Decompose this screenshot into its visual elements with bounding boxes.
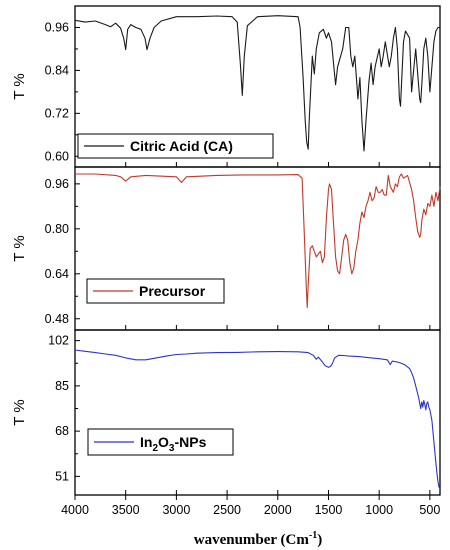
legend-label-part: In: [140, 434, 152, 450]
y-tick-label: 0.72: [45, 106, 69, 120]
panel-3: 102 85 68 51 T % In2O3-NPs: [11, 329, 441, 496]
y-tick-label: 0.80: [45, 222, 69, 236]
y-tick-label: 68: [55, 424, 69, 438]
y-tick-label: 0.48: [45, 312, 69, 326]
legend-label-part: -NPs: [174, 434, 206, 450]
legend-label: Precursor: [139, 283, 206, 299]
legend-label-part: O: [158, 434, 169, 450]
series-line-2: [75, 173, 441, 309]
x-axis-title-main: wavenumber (Cm: [194, 532, 310, 548]
x-tick-label: 1500: [315, 503, 343, 517]
y-tick-label: 0.84: [45, 63, 69, 77]
x-tick-label: 1000: [365, 503, 393, 517]
x-axis-title-end: ): [317, 532, 322, 548]
y-axis-title: T %: [11, 73, 28, 99]
y-axis-title: T %: [11, 399, 28, 425]
panel-2: 0.96 0.80 0.64 0.48 T % Precursor: [11, 166, 441, 331]
chart-panels: 0.960.840.720.60T %Citric Acid (CA)0.960…: [11, 5, 441, 496]
legend-label: Citric Acid (CA): [130, 138, 233, 154]
x-tick-label: 3000: [162, 503, 190, 517]
x-tick-label: 2500: [213, 503, 241, 517]
y-tick-label: 51: [55, 469, 69, 483]
y-tick-label: 0.96: [45, 177, 69, 191]
panel-frame: [74, 329, 441, 496]
legend-label: In2O3-NPs: [140, 434, 207, 454]
x-axis-title: wavenumber (Cm-1): [194, 530, 322, 548]
y-tick-label: 0.96: [45, 20, 69, 34]
legend-3: In2O3-NPs: [87, 428, 234, 456]
x-tick-label: 3500: [112, 503, 140, 517]
legend-label-part: Citric Acid (CA): [130, 138, 233, 154]
series-line-3: [74, 349, 441, 489]
series-line-1: [74, 15, 440, 152]
panel-frame: [74, 166, 441, 331]
x-tick-label: 4000: [61, 503, 89, 517]
x-tick-label: 500: [419, 503, 440, 517]
x-axis: 4000 3500 3000 2500 2000 1500 1000 500: [61, 495, 440, 517]
legend-label-subscript: 2: [152, 443, 158, 454]
panel-1: 0.96 0.84 0.72 0.60 T % Citric Acid (CA): [11, 5, 441, 168]
y-tick-label: 0.64: [45, 267, 69, 281]
y-tick-label: 0.60: [45, 149, 69, 163]
legend-1: Citric Acid (CA): [77, 133, 274, 159]
y-tick-label: 102: [48, 334, 69, 348]
x-axis-title-sup: -1: [309, 530, 317, 541]
legend-label-subscript: 3: [169, 443, 175, 454]
y-tick-label: 85: [55, 379, 69, 393]
x-tick-label: 2000: [264, 503, 292, 517]
legend-label-part: Precursor: [139, 283, 206, 299]
y-axis-title: T %: [11, 235, 28, 261]
legend-2: Precursor: [86, 278, 225, 304]
